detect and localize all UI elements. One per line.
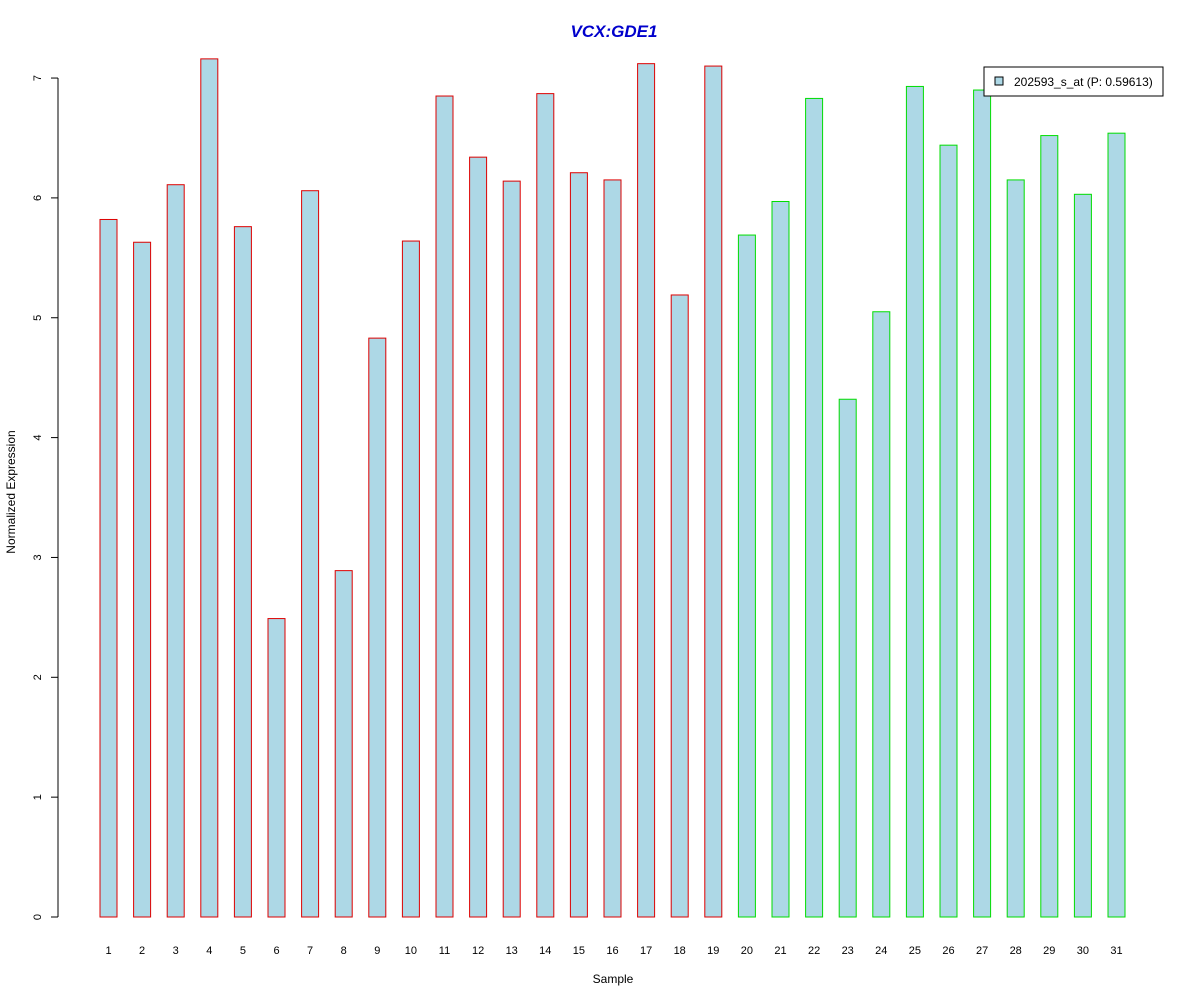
- bar-sample-24: [872, 311, 891, 918]
- x-tick-label: 7: [307, 945, 313, 957]
- x-tick-label: 16: [606, 945, 618, 957]
- bar-sample-2: [133, 241, 152, 918]
- x-tick-label: 4: [206, 945, 212, 957]
- x-tick-label: 26: [942, 945, 954, 957]
- legend-box: [983, 66, 1164, 97]
- x-tick-label: 10: [405, 945, 417, 957]
- y-tick-label: 4: [32, 435, 44, 441]
- bar-sample-19: [704, 65, 723, 918]
- x-tick-label: 23: [842, 945, 854, 957]
- bar-sample-10: [401, 240, 420, 918]
- x-tick-label: 29: [1043, 945, 1055, 957]
- y-axis-label: Normalized Expression: [4, 430, 18, 553]
- x-tick-label: 14: [539, 945, 551, 957]
- bar-sample-23: [838, 398, 857, 918]
- bar-sample-28: [1006, 179, 1025, 918]
- x-tick-label: 19: [707, 945, 719, 957]
- x-axis: 1 2 3 4 5 6 7 8 9 10 11 12 13 14 15 16 17 18 19 20 21 22 23 24 2…: [105, 945, 1122, 957]
- bar-sample-4: [200, 58, 219, 918]
- x-tick-label: 1: [105, 945, 111, 957]
- bar-sample-29: [1040, 135, 1059, 918]
- y-tick-label: 3: [32, 554, 44, 560]
- y-tick-label: 1: [32, 794, 44, 800]
- x-tick-label: 25: [909, 945, 921, 957]
- bar-sample-11: [435, 95, 454, 918]
- y-tick-label: 7: [32, 75, 44, 81]
- bar-sample-16: [603, 179, 622, 918]
- x-axis-label: Sample: [593, 972, 634, 986]
- chart-title: VCX:GDE1: [571, 22, 658, 41]
- x-tick-label: 8: [341, 945, 347, 957]
- bar-sample-1: [99, 218, 118, 918]
- x-tick-label: 12: [472, 945, 484, 957]
- bar-sample-17: [637, 63, 656, 918]
- x-tick-label: 6: [273, 945, 279, 957]
- x-tick-label: 24: [875, 945, 887, 957]
- x-tick-label: 13: [506, 945, 518, 957]
- bar-sample-18: [670, 294, 689, 918]
- bar-sample-15: [569, 172, 588, 918]
- x-tick-label: 30: [1077, 945, 1089, 957]
- x-tick-label: 27: [976, 945, 988, 957]
- y-tick-label: 2: [32, 674, 44, 680]
- y-tick-label: 5: [32, 315, 44, 321]
- x-tick-label: 20: [741, 945, 753, 957]
- bar-sample-30: [1073, 193, 1092, 918]
- x-tick-label: 11: [439, 945, 450, 957]
- x-tick-label: 17: [640, 945, 652, 957]
- bar-sample-31: [1107, 132, 1126, 918]
- x-tick-label: 21: [774, 945, 786, 957]
- bar-sample-22: [805, 97, 824, 918]
- bar-sample-9: [368, 337, 387, 918]
- x-tick-label: 15: [573, 945, 585, 957]
- y-tick-label: 0: [32, 914, 44, 920]
- legend-label: 202593_s_at (P: 0.59613): [1014, 75, 1153, 89]
- bar-sample-13: [502, 180, 521, 918]
- x-tick-label: 18: [674, 945, 686, 957]
- x-tick-label: 22: [808, 945, 820, 957]
- bar-sample-12: [469, 156, 488, 918]
- x-tick-label: 9: [374, 945, 380, 957]
- x-tick-label: 2: [139, 945, 145, 957]
- x-tick-label: 28: [1010, 945, 1022, 957]
- y-axis: 0 1 2 3 4 5 6 7: [32, 75, 59, 920]
- x-tick-label: 31: [1110, 945, 1122, 957]
- legend: 202593_s_at (P: 0.59613): [983, 66, 1164, 97]
- bar-sample-25: [905, 85, 924, 918]
- bar-sample-8: [334, 570, 353, 918]
- bar-sample-21: [771, 200, 790, 918]
- bar-sample-3: [166, 184, 185, 918]
- bar-sample-27: [973, 89, 992, 918]
- bar-sample-26: [939, 144, 958, 918]
- x-tick-label: 5: [240, 945, 246, 957]
- x-tick-label: 3: [173, 945, 179, 957]
- bar-sample-14: [536, 93, 555, 918]
- legend-swatch: [994, 76, 1004, 86]
- bar-sample-5: [233, 226, 252, 918]
- bar-sample-20: [737, 234, 756, 918]
- y-tick-label: 6: [32, 195, 44, 201]
- bars: [99, 58, 1126, 918]
- bar-sample-7: [301, 190, 320, 918]
- bar-sample-6: [267, 618, 286, 918]
